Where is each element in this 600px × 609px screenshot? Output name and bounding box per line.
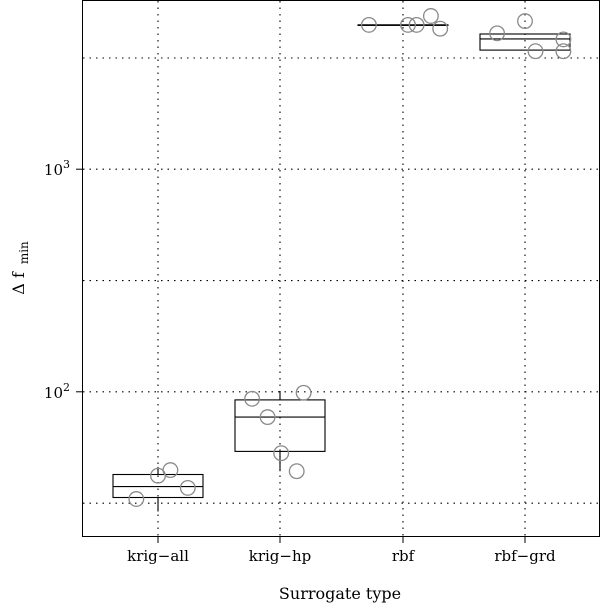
y-axis-title-subscript: min: [17, 241, 31, 264]
data-point-5: [259, 409, 276, 426]
data-point-7: [288, 463, 305, 480]
data-point-17: [555, 31, 572, 48]
data-point-8: [295, 384, 312, 401]
x-tick-label-2: rbf: [392, 547, 416, 565]
data-point-18: [555, 43, 572, 60]
x-tick-label-1: krig−hp: [249, 547, 312, 565]
y-tick-label-0: 102: [44, 381, 70, 402]
data-point-10: [400, 16, 416, 33]
y-axis-title-main: Δ f: [9, 271, 28, 295]
grid-lines: [83, 1, 599, 536]
x-tick-label-0: krig−all: [127, 547, 189, 565]
y-tick-exponent: 3: [63, 158, 70, 171]
data-points: [128, 8, 572, 507]
data-point-9: [360, 16, 377, 33]
data-point-2: [162, 462, 179, 479]
box-2: [357, 24, 449, 26]
data-point-0: [128, 491, 145, 507]
box-rect: [234, 399, 326, 452]
y-tick-base: 10: [44, 384, 63, 402]
data-point-6: [273, 445, 290, 462]
svg-text:Δ f min: Δ f min: [9, 241, 31, 295]
data-point-14: [489, 25, 506, 42]
box-1: [234, 390, 326, 472]
data-point-4: [244, 390, 261, 407]
boxes: [112, 24, 571, 512]
y-axis-title: Δ f min: [9, 241, 31, 295]
y-tick-label-1: 103: [44, 158, 70, 179]
x-axis-title: Surrogate type: [279, 584, 401, 603]
x-tick-label-3: rbf−grd: [494, 547, 556, 565]
y-tick-base: 10: [44, 161, 63, 179]
data-point-16: [527, 43, 544, 60]
data-point-13: [432, 20, 449, 37]
plot-frame: [82, 0, 600, 537]
data-point-11: [408, 16, 425, 33]
box-0: [112, 466, 204, 512]
data-point-3: [179, 479, 196, 496]
data-point-15: [517, 13, 533, 30]
data-point-12: [422, 8, 439, 24]
y-tick-exponent: 2: [63, 381, 70, 394]
box-rect: [112, 473, 204, 499]
